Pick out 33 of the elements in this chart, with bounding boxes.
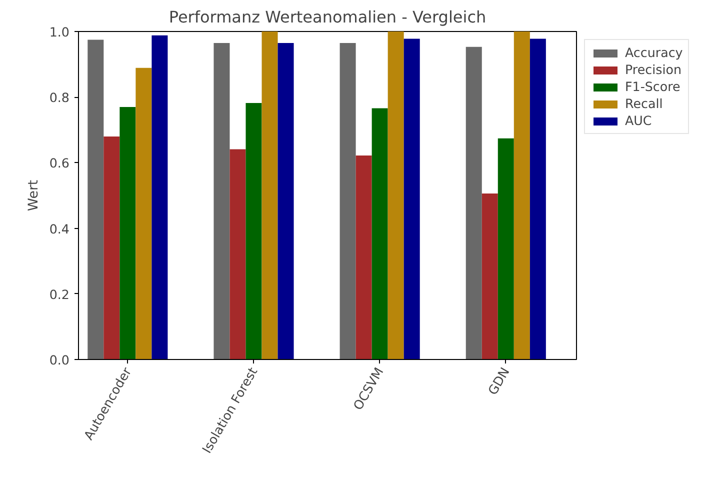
bar (482, 194, 498, 360)
legend-label: Precision (625, 62, 682, 77)
y-tick-label: 0.0 (49, 352, 70, 368)
legend-label: Accuracy (625, 45, 683, 60)
legend-label: F1-Score (625, 79, 680, 94)
bar (136, 68, 152, 360)
y-tick-label: 0.2 (49, 286, 70, 302)
bar (498, 138, 514, 360)
bar (530, 38, 546, 360)
bar (246, 103, 262, 360)
bar (514, 32, 530, 360)
bar (214, 42, 230, 360)
bar (356, 155, 372, 360)
bar (404, 38, 420, 360)
y-tick-label: 0.6 (49, 156, 70, 171)
bar (278, 42, 294, 360)
legend-label: Recall (625, 96, 663, 111)
bar (388, 32, 404, 360)
bar (466, 46, 482, 360)
bar (262, 32, 278, 360)
bar (372, 108, 388, 360)
y-tick-label: 0.4 (49, 221, 70, 236)
bar (120, 106, 136, 360)
chart-title: Performanz Werteanomalien - Vergleich (168, 8, 486, 26)
bar (104, 136, 120, 360)
y-tick-label: 0.8 (49, 90, 70, 106)
y-axis-title: Wert (26, 180, 42, 212)
bar (340, 42, 356, 360)
legend-label: AUC (625, 113, 652, 128)
bar (230, 149, 246, 360)
bar (88, 40, 104, 360)
bar (152, 35, 168, 360)
y-tick-label: 1.0 (49, 24, 70, 40)
